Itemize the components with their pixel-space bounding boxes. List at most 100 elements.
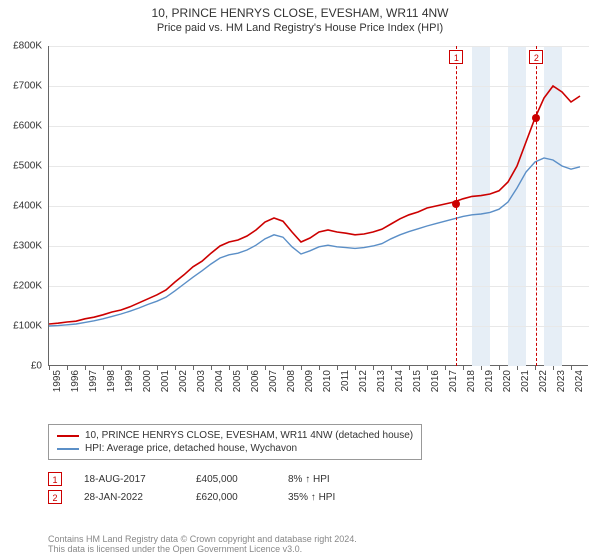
x-tick: [301, 366, 302, 370]
sale-row: 1 18-AUG-2017 £405,000 8% ↑ HPI: [48, 470, 388, 488]
x-axis-label: 2012: [358, 370, 369, 392]
x-tick: [571, 366, 572, 370]
x-tick: [157, 366, 158, 370]
series-price_paid: [49, 86, 580, 324]
y-axis-label: £700K: [0, 81, 42, 92]
chart-title: 10, PRINCE HENRYS CLOSE, EVESHAM, WR11 4…: [0, 0, 600, 20]
x-axis-label: 2007: [268, 370, 279, 392]
sale-row: 2 28-JAN-2022 £620,000 35% ↑ HPI: [48, 488, 388, 506]
x-tick: [229, 366, 230, 370]
x-tick: [481, 366, 482, 370]
x-axis-label: 2019: [484, 370, 495, 392]
series-svg: [49, 46, 589, 366]
x-axis-label: 2009: [304, 370, 315, 392]
y-axis-label: £100K: [0, 321, 42, 332]
sale-date: 28-JAN-2022: [84, 492, 174, 503]
y-axis-label: £200K: [0, 281, 42, 292]
x-axis-label: 2018: [466, 370, 477, 392]
legend: 10, PRINCE HENRYS CLOSE, EVESHAM, WR11 4…: [48, 424, 422, 460]
sale-pct-vs-hpi: 35% ↑ HPI: [288, 492, 388, 503]
legend-label: HPI: Average price, detached house, Wych…: [85, 443, 297, 454]
x-tick: [535, 366, 536, 370]
x-tick: [445, 366, 446, 370]
y-axis-label: £400K: [0, 201, 42, 212]
x-axis-label: 2002: [178, 370, 189, 392]
legend-item: 10, PRINCE HENRYS CLOSE, EVESHAM, WR11 4…: [57, 429, 413, 442]
sales-table: 1 18-AUG-2017 £405,000 8% ↑ HPI 2 28-JAN-2022…: [48, 470, 388, 506]
sale-pct-vs-hpi: 8% ↑ HPI: [288, 474, 388, 485]
plot-area: £0£100K£200K£300K£400K£500K£600K£700K£80…: [48, 46, 588, 366]
x-axis-label: 2021: [520, 370, 531, 392]
x-tick: [553, 366, 554, 370]
x-axis-label: 2014: [394, 370, 405, 392]
sale-marker-box: 1: [449, 50, 463, 64]
x-axis-label: 1996: [70, 370, 81, 392]
sale-marker-box: 2: [529, 50, 543, 64]
sale-index-marker: 2: [48, 490, 62, 504]
x-tick: [247, 366, 248, 370]
x-axis-label: 2016: [430, 370, 441, 392]
x-tick: [391, 366, 392, 370]
legend-swatch: [57, 448, 79, 450]
chart-area: £0£100K£200K£300K£400K£500K£600K£700K£80…: [48, 46, 588, 394]
series-hpi: [49, 158, 580, 326]
x-tick: [193, 366, 194, 370]
x-axis-label: 1995: [52, 370, 63, 392]
x-axis-label: 2015: [412, 370, 423, 392]
sale-date: 18-AUG-2017: [84, 474, 174, 485]
x-tick: [175, 366, 176, 370]
x-tick: [355, 366, 356, 370]
sale-price: £620,000: [196, 492, 266, 503]
x-tick: [265, 366, 266, 370]
x-axis-label: 2001: [160, 370, 171, 392]
x-tick: [85, 366, 86, 370]
legend-swatch: [57, 435, 79, 437]
footer-line-2: This data is licensed under the Open Gov…: [48, 544, 357, 554]
x-axis-label: 2003: [196, 370, 207, 392]
x-tick: [283, 366, 284, 370]
x-tick: [337, 366, 338, 370]
x-axis-label: 2017: [448, 370, 459, 392]
x-tick: [211, 366, 212, 370]
footer-attribution: Contains HM Land Registry data © Crown c…: [48, 534, 357, 554]
x-axis-label: 2005: [232, 370, 243, 392]
x-tick: [103, 366, 104, 370]
x-tick: [427, 366, 428, 370]
x-axis-label: 2000: [142, 370, 153, 392]
legend-label: 10, PRINCE HENRYS CLOSE, EVESHAM, WR11 4…: [85, 430, 413, 441]
x-axis-label: 2023: [556, 370, 567, 392]
sale-index-marker: 1: [48, 472, 62, 486]
x-tick: [67, 366, 68, 370]
x-axis-label: 1998: [106, 370, 117, 392]
sale-marker-line: [536, 46, 537, 366]
y-axis-label: £800K: [0, 41, 42, 52]
x-tick: [517, 366, 518, 370]
x-axis-label: 2022: [538, 370, 549, 392]
sale-marker-dot: [452, 200, 460, 208]
x-axis-label: 1999: [124, 370, 135, 392]
footer-line-1: Contains HM Land Registry data © Crown c…: [48, 534, 357, 544]
y-axis-label: £0: [0, 361, 42, 372]
legend-item: HPI: Average price, detached house, Wych…: [57, 442, 413, 455]
chart-subtitle: Price paid vs. HM Land Registry's House …: [0, 20, 600, 38]
x-axis-label: 2006: [250, 370, 261, 392]
x-tick: [121, 366, 122, 370]
x-tick: [499, 366, 500, 370]
x-axis-label: 2008: [286, 370, 297, 392]
y-axis-label: £300K: [0, 241, 42, 252]
x-tick: [139, 366, 140, 370]
y-axis-label: £500K: [0, 161, 42, 172]
x-axis-label: 2004: [214, 370, 225, 392]
x-axis-label: 2010: [322, 370, 333, 392]
x-tick: [463, 366, 464, 370]
chart-container: 10, PRINCE HENRYS CLOSE, EVESHAM, WR11 4…: [0, 0, 600, 560]
x-axis-label: 2020: [502, 370, 513, 392]
sale-marker-dot: [532, 114, 540, 122]
y-axis-label: £600K: [0, 121, 42, 132]
x-tick: [49, 366, 50, 370]
x-axis-label: 2024: [574, 370, 585, 392]
x-tick: [373, 366, 374, 370]
x-axis-label: 1997: [88, 370, 99, 392]
sale-price: £405,000: [196, 474, 266, 485]
x-tick: [409, 366, 410, 370]
